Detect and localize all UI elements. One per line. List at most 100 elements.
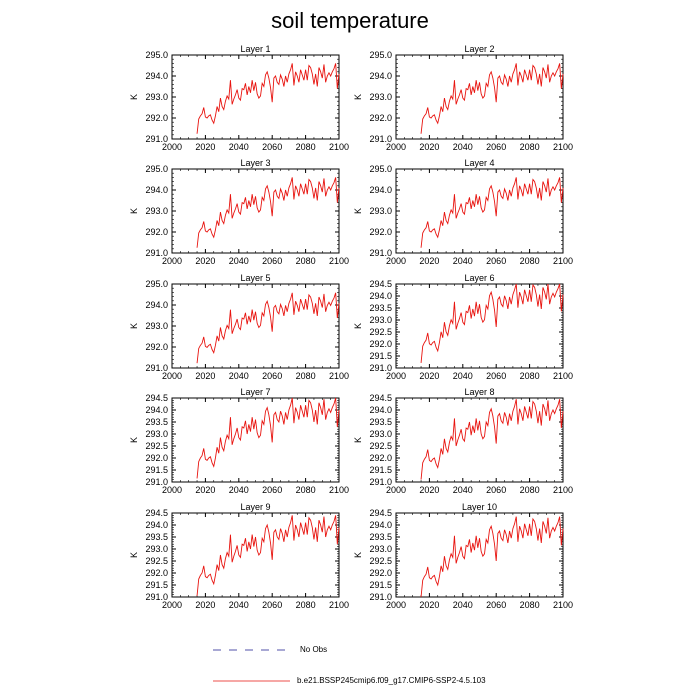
panel-10-xtick-label: 2000 (386, 600, 406, 610)
panel-3-series-line (196, 177, 340, 248)
panel-10-frame (395, 512, 564, 598)
panel-6-xtick-label: 2000 (386, 371, 406, 381)
panel-2-xtick-label: 2060 (486, 142, 506, 152)
panel-2-xtick-label: 2000 (386, 142, 406, 152)
panel-7-ytick-label: 294.0 (145, 405, 168, 415)
panel-10-xtick-label: 2060 (486, 600, 506, 610)
panel-2-title: Layer 2 (464, 44, 494, 54)
panel-2-xtick-label: 2100 (553, 142, 573, 152)
legend-model-label: b.e21.BSSP245cmip6.f09_g17.CMIP6-SSP2-4.… (297, 676, 486, 685)
panel-4-ytick-label: 291.0 (369, 248, 392, 258)
panel-4-xtick-label: 2040 (453, 256, 473, 266)
panel-6-xtick-label: 2100 (553, 371, 573, 381)
panel-1-xtick-label: 2020 (195, 142, 215, 152)
panel-9-ytick-label: 293.5 (145, 532, 168, 542)
panel-8-ytick-label: 294.0 (369, 405, 392, 415)
panel-5-ytick-label: 291.0 (145, 363, 168, 373)
panel-1-ytick-label: 293.0 (145, 92, 168, 102)
panel-2-xtick-label: 2020 (419, 142, 439, 152)
panel-10-title: Layer 10 (462, 502, 497, 512)
panel-5-xtick-label: 2020 (195, 371, 215, 381)
panel-10-ytick-label: 291.5 (369, 580, 392, 590)
panel-8-xtick-label: 2060 (486, 485, 506, 495)
panel-10-xtick-label: 2080 (520, 600, 540, 610)
panel-6-ytick-label: 291.5 (369, 351, 392, 361)
panel-6-xtick-label: 2060 (486, 371, 506, 381)
panel-5-ytick-label: 295.0 (145, 279, 168, 289)
panel-2-ytick-label: 292.0 (369, 113, 392, 123)
panel-10-ytick-label: 292.5 (369, 556, 392, 566)
panel-7-xtick-label: 2040 (229, 485, 249, 495)
panel-7-ylabel: K (129, 437, 139, 443)
panel-9-xtick-label: 2060 (262, 600, 282, 610)
panel-7-xtick-label: 2080 (296, 485, 316, 495)
panel-8-series-line (420, 399, 564, 480)
panel-6-title: Layer 6 (464, 273, 494, 283)
panel-9-ytick-label: 294.0 (145, 520, 168, 530)
panel-10-ytick-label: 293.5 (369, 532, 392, 542)
panel-9-xtick-label: 2020 (195, 600, 215, 610)
panel-1-frame (171, 54, 340, 140)
panel-2-xtick-label: 2080 (520, 142, 540, 152)
panel-8-ytick-label: 294.5 (369, 393, 392, 403)
panel-10-series-line (420, 516, 564, 598)
panel-7-ytick-label: 293.5 (145, 417, 168, 427)
panel-8-ytick-label: 291.5 (369, 465, 392, 475)
panel-10-ytick-label: 291.0 (369, 592, 392, 602)
panel-8-xtick-label: 2040 (453, 485, 473, 495)
panel-5-frame (171, 283, 340, 369)
panel-4-frame (395, 168, 564, 254)
panel-2-ytick-label: 295.0 (369, 50, 392, 60)
panel-10-ytick-label: 292.0 (369, 568, 392, 578)
panel-5-xtick-label: 2000 (162, 371, 182, 381)
page-title: soil temperature (271, 8, 429, 33)
panel-4-ytick-label: 292.0 (369, 227, 392, 237)
panel-9-series-line (196, 515, 340, 596)
panel-1-xtick-label: 2040 (229, 142, 249, 152)
panel-2-frame (395, 54, 564, 140)
panel-8-xtick-label: 2000 (386, 485, 406, 495)
panel-1-ytick-label: 295.0 (145, 50, 168, 60)
panel-4-ytick-label: 295.0 (369, 164, 392, 174)
panel-4-title: Layer 4 (464, 158, 494, 168)
panel-8-frame (395, 397, 564, 483)
panel-1-ylabel: K (129, 94, 139, 100)
panel-4-ytick-label: 293.0 (369, 206, 392, 216)
panel-9-ytick-label: 291.0 (145, 592, 168, 602)
panel-8-ylabel: K (353, 437, 363, 443)
panel-3-frame (171, 168, 340, 254)
panel-1-xtick-label: 2100 (329, 142, 349, 152)
panel-6-xtick-label: 2020 (419, 371, 439, 381)
panel-5-ytick-label: 294.0 (145, 300, 168, 310)
panel-6-ytick-label: 293.5 (369, 303, 392, 313)
panel-10-ytick-label: 294.0 (369, 520, 392, 530)
panel-1-title: Layer 1 (240, 44, 270, 54)
panel-3-ylabel: K (129, 208, 139, 214)
panel-7-xtick-label: 2100 (329, 485, 349, 495)
panel-3-ytick-label: 295.0 (145, 164, 168, 174)
panel-4-xtick-label: 2080 (520, 256, 540, 266)
panel-8-ytick-label: 291.0 (369, 477, 392, 487)
legend-no-obs-label: No Obs (300, 645, 327, 654)
panel-1-xtick-label: 2060 (262, 142, 282, 152)
panel-1-xtick-label: 2080 (296, 142, 316, 152)
panel-4-xtick-label: 2020 (419, 256, 439, 266)
panel-6-xtick-label: 2040 (453, 371, 473, 381)
panel-7-xtick-label: 2020 (195, 485, 215, 495)
panel-2-xtick-label: 2040 (453, 142, 473, 152)
panel-9-frame (171, 512, 340, 598)
panel-2-ylabel: K (353, 94, 363, 100)
panel-10-ylabel: K (353, 552, 363, 558)
panel-7-series-line (196, 397, 340, 479)
panel-8-ytick-label: 292.5 (369, 441, 392, 451)
panel-9-ytick-label: 292.5 (145, 556, 168, 566)
panel-5-series-line (196, 292, 340, 364)
panel-7-ytick-label: 292.0 (145, 453, 168, 463)
panel-8-ytick-label: 293.5 (369, 417, 392, 427)
panel-7-title: Layer 7 (240, 387, 270, 397)
panel-8-title: Layer 8 (464, 387, 494, 397)
panel-1-ytick-label: 291.0 (145, 134, 168, 144)
panel-4-xtick-label: 2000 (386, 256, 406, 266)
panel-4-ytick-label: 294.0 (369, 185, 392, 195)
